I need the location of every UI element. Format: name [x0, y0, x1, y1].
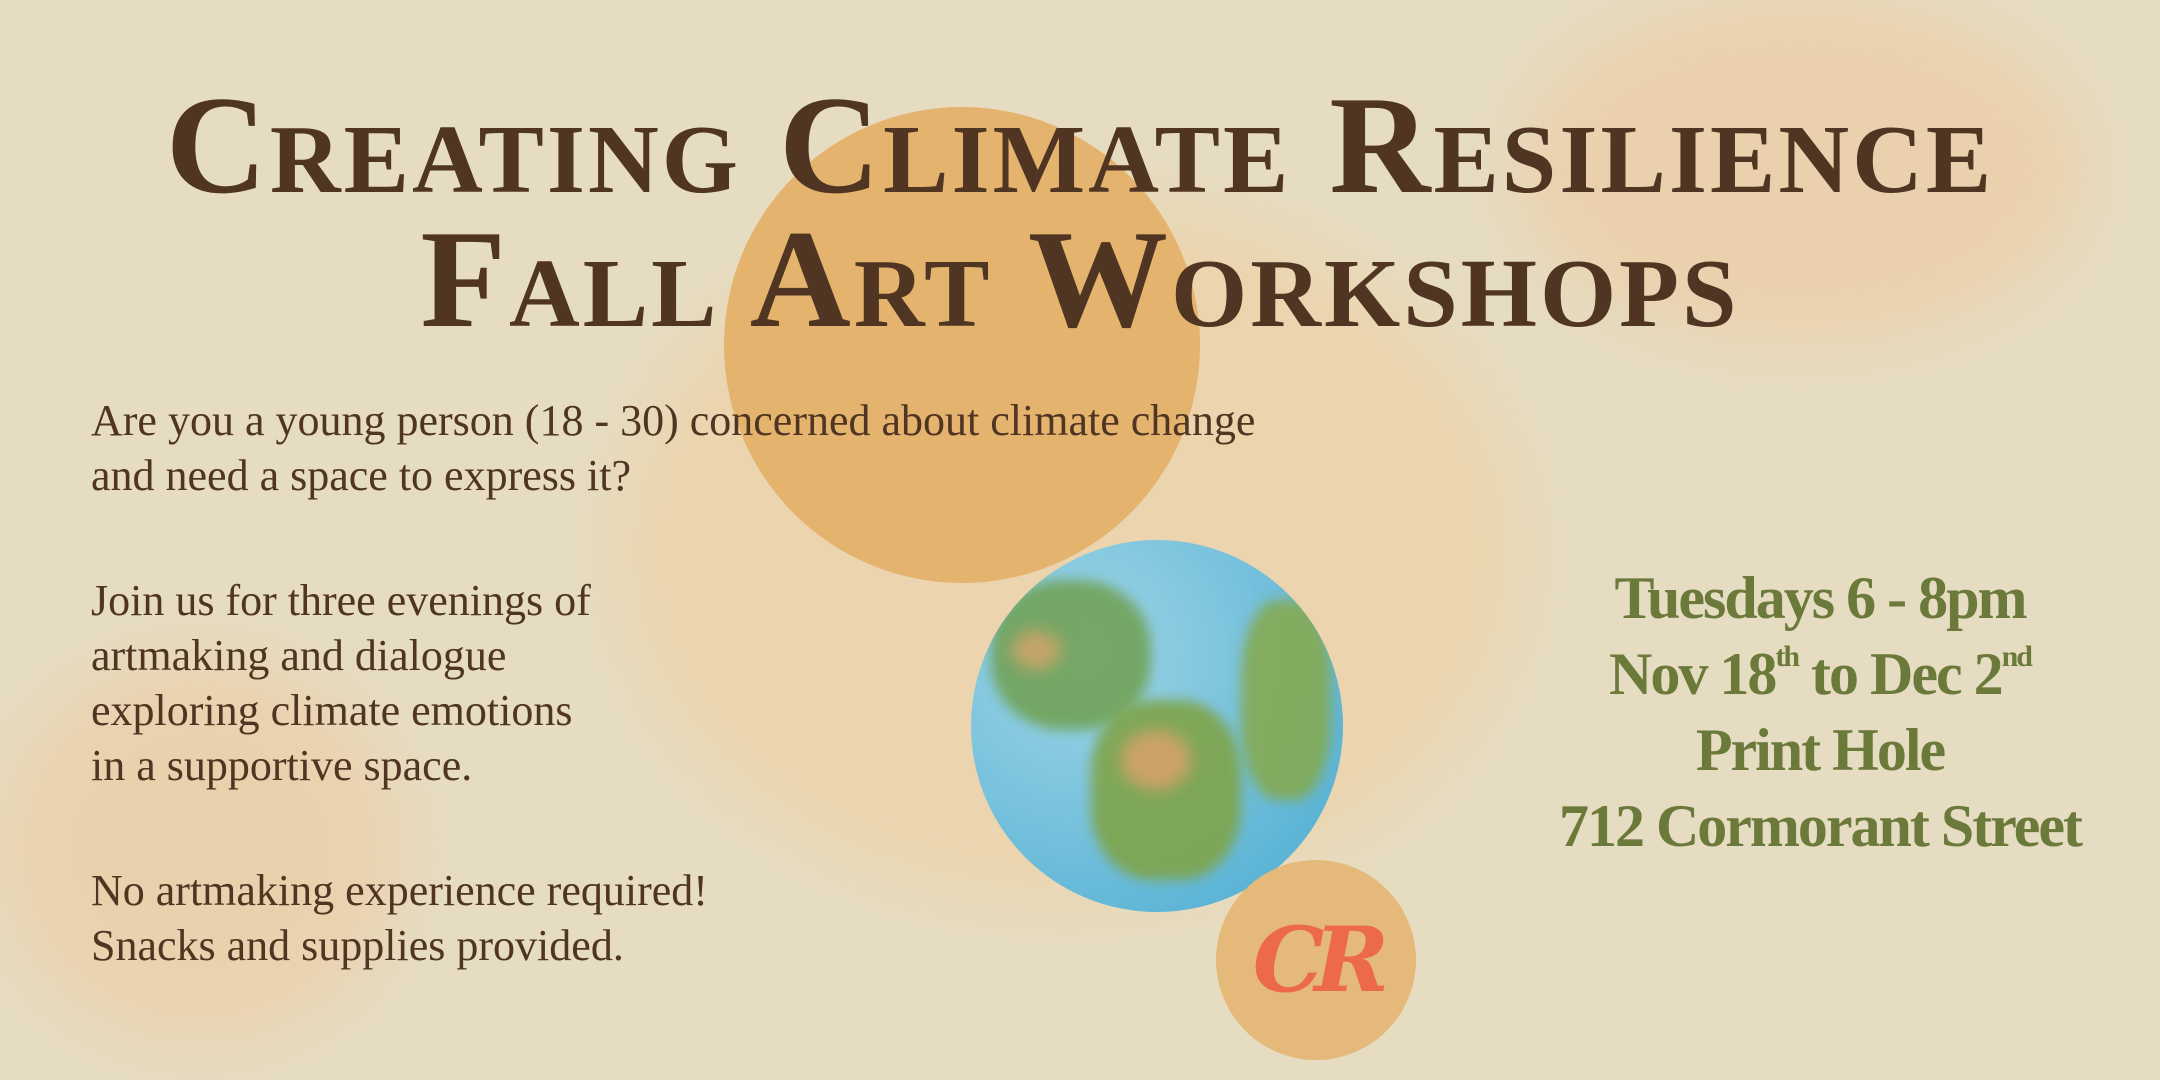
schedule: Tuesdays 6 - 8pm — [1614, 565, 2028, 631]
text-line: and need a space to express it? — [91, 451, 631, 500]
date-range: Nov 18th to Dec 2nd — [1500, 636, 2140, 712]
text-line: Join us for three evenings of — [91, 576, 591, 625]
earth-globe-image — [971, 540, 1343, 912]
start-date: Nov 18 — [1609, 641, 1777, 707]
address: 712 Cormorant Street — [1558, 793, 2083, 859]
text-line: exploring climate emotions — [91, 686, 573, 735]
watercolor-wash — [0, 660, 400, 1040]
question-paragraph: Are you a young person (18 - 30) concern… — [91, 393, 1255, 503]
ordinal-suffix: nd — [2001, 640, 2033, 673]
text-line: in a supportive space. — [91, 741, 473, 790]
title-line-2: Fall Art Workshops — [420, 202, 1740, 357]
invitation-paragraph: Join us for three evenings of artmaking … — [91, 573, 1255, 793]
date-connector: to — [1798, 641, 1871, 707]
text-line: Snacks and supplies provided. — [91, 921, 624, 970]
watercolor-wash — [1520, 0, 2080, 340]
logo-badge: CR — [1216, 860, 1416, 1060]
title-line-1: Creating Climate Resilience — [165, 68, 1995, 223]
text-line: artmaking and dialogue — [91, 631, 507, 680]
text-line: No artmaking experience required! — [91, 866, 708, 915]
text-line: Are you a young person (18 - 30) concern… — [91, 396, 1256, 445]
requirements-paragraph: No artmaking experience required! Snacks… — [91, 863, 1255, 973]
ordinal-suffix: th — [1775, 640, 1800, 673]
end-date: Dec 2 — [1870, 641, 2004, 707]
intro-text: Are you a young person (18 - 30) concern… — [91, 393, 1255, 1043]
logo-mark: CR — [1252, 907, 1389, 1013]
venue: Print Hole — [1695, 717, 1946, 783]
event-details: Tuesdays 6 - 8pm Nov 18th to Dec 2nd Pri… — [1500, 560, 2140, 864]
sun-circle — [724, 107, 1200, 583]
